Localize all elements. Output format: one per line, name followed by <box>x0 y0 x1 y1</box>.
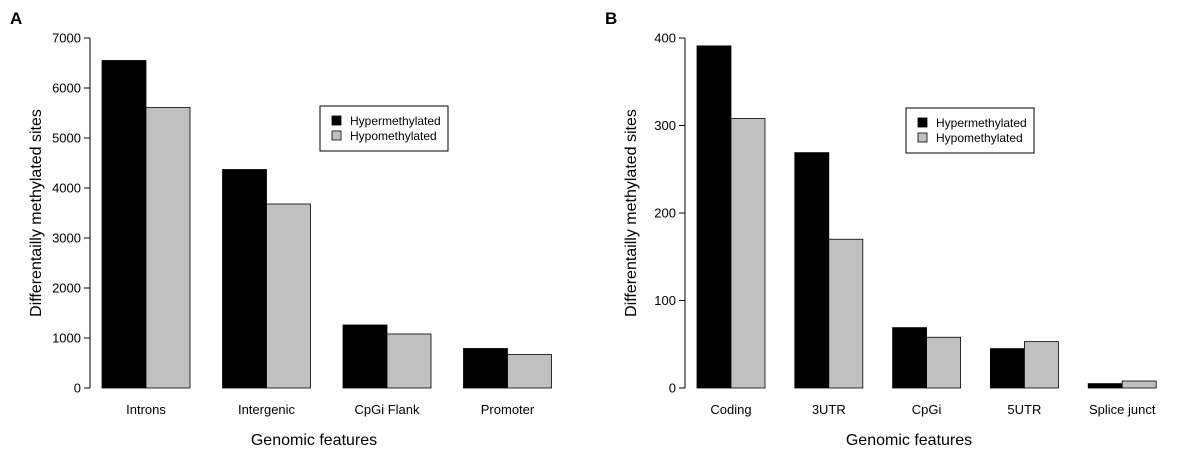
panel-b-bar-hypo <box>730 118 766 389</box>
panel-a-bar-hypo <box>145 107 191 389</box>
panel-b-bar-hypo <box>828 238 864 389</box>
panel-a-legend-box <box>319 105 449 152</box>
panel-b-y-tick-label: 100 <box>654 293 676 308</box>
panel-b-bar-hypo <box>1024 341 1059 389</box>
panel-b-bar-hyper <box>990 348 1025 389</box>
panel-b-bar-hypo <box>1121 380 1157 389</box>
panel-b-letter: B <box>605 9 617 28</box>
panel-a-bar-hypo <box>266 203 311 389</box>
panel-b-x-category-label: Coding <box>710 402 751 417</box>
panel-b-plot: 0 100 200 300 400 Coding 3UTR CpGi 5UTR Splice ju… <box>654 31 1157 417</box>
panel-a-x-category-label: Promoter <box>481 402 535 417</box>
panel-b-legend: Hypermethylated Hypomethylated <box>905 107 1035 154</box>
panel-a-bar-hyper <box>463 348 508 389</box>
panel-a-letter: A <box>10 9 22 28</box>
panel-b-legend-label-hyper: Hypermethylated <box>936 116 1027 130</box>
panel-b-bar-hyper <box>892 327 927 389</box>
panel-b-legend-swatch-hyper <box>917 117 928 128</box>
panel-b-bar-hypo <box>926 336 961 389</box>
panel-b-legend-swatch-hypo <box>917 132 928 143</box>
panel-a-y-tick-label: 0 <box>74 381 81 396</box>
panel-a-y-tick-label: 4000 <box>52 181 81 196</box>
panel-b-bar-hyper <box>1087 383 1123 389</box>
panel-b-bar-hyper <box>696 45 732 389</box>
panel-a-bar-hyper <box>101 60 147 389</box>
panel-b-x-axis-title: Genomic features <box>846 432 972 449</box>
panel-b-legend-label-hypo: Hypomethylated <box>936 131 1023 145</box>
panel-a-legend-swatch-hyper <box>331 115 342 126</box>
panel-b-x-category-label: 3UTR <box>812 402 846 417</box>
panel-a-y-tick-label: 1000 <box>52 331 81 346</box>
panel-a-bar-hypo <box>507 354 552 389</box>
panel-a-y-tick-label: 5000 <box>52 131 81 146</box>
panel-b-x-category-label: Splice junct <box>1089 402 1156 417</box>
panel-a-bar-hyper <box>342 324 388 389</box>
panel-b-y-tick-label: 300 <box>654 118 676 133</box>
panel-a-x-axis-title: Genomic features <box>251 432 377 449</box>
panel-b-legend-box <box>905 107 1035 154</box>
panel-b: B 0 100 200 300 400 Coding 3UTR CpGi 5UTR Splice … <box>605 9 1157 449</box>
panel-a-y-tick-label: 2000 <box>52 281 81 296</box>
panel-a-legend: Hypermethylated Hypomethylated <box>319 105 449 152</box>
panel-b-y-tick-label: 0 <box>669 381 676 396</box>
panel-a-legend-label-hypo: Hypomethylated <box>350 129 437 143</box>
panel-b-y-tick-label: 400 <box>654 31 676 46</box>
panel-a-y-tick-label: 6000 <box>52 81 81 96</box>
panel-b-x-category-label: CpGi <box>912 402 942 417</box>
panel-b-bar-hyper <box>794 152 830 389</box>
panel-a-x-category-label: Intergenic <box>238 402 296 417</box>
panel-a-y-tick-label: 7000 <box>52 31 81 46</box>
panel-a-bar-hyper <box>222 169 267 389</box>
panel-b-x-category-label: 5UTR <box>1007 402 1041 417</box>
panel-a-x-category-label: CpGi Flank <box>354 402 420 417</box>
panel-b-y-tick-label: 200 <box>654 206 676 221</box>
panel-a-x-category-label: Introns <box>126 402 166 417</box>
panel-a-plot: 0 1000 2000 3000 4000 5000 6000 7000 Introns Inte… <box>52 31 552 417</box>
panel-a-legend-swatch-hypo <box>331 130 342 141</box>
panel-a: A 0 1000 2000 3000 4000 5000 6000 7000 Introns In… <box>10 9 552 449</box>
panel-a-bar-hypo <box>386 333 432 389</box>
panel-a-legend-label-hyper: Hypermethylated <box>350 114 441 128</box>
panel-a-y-tick-label: 3000 <box>52 231 81 246</box>
panel-b-y-axis-title: Differentailly methylated sites <box>623 109 640 317</box>
panel-a-y-axis-title: Differentailly methylated sites <box>28 109 45 317</box>
